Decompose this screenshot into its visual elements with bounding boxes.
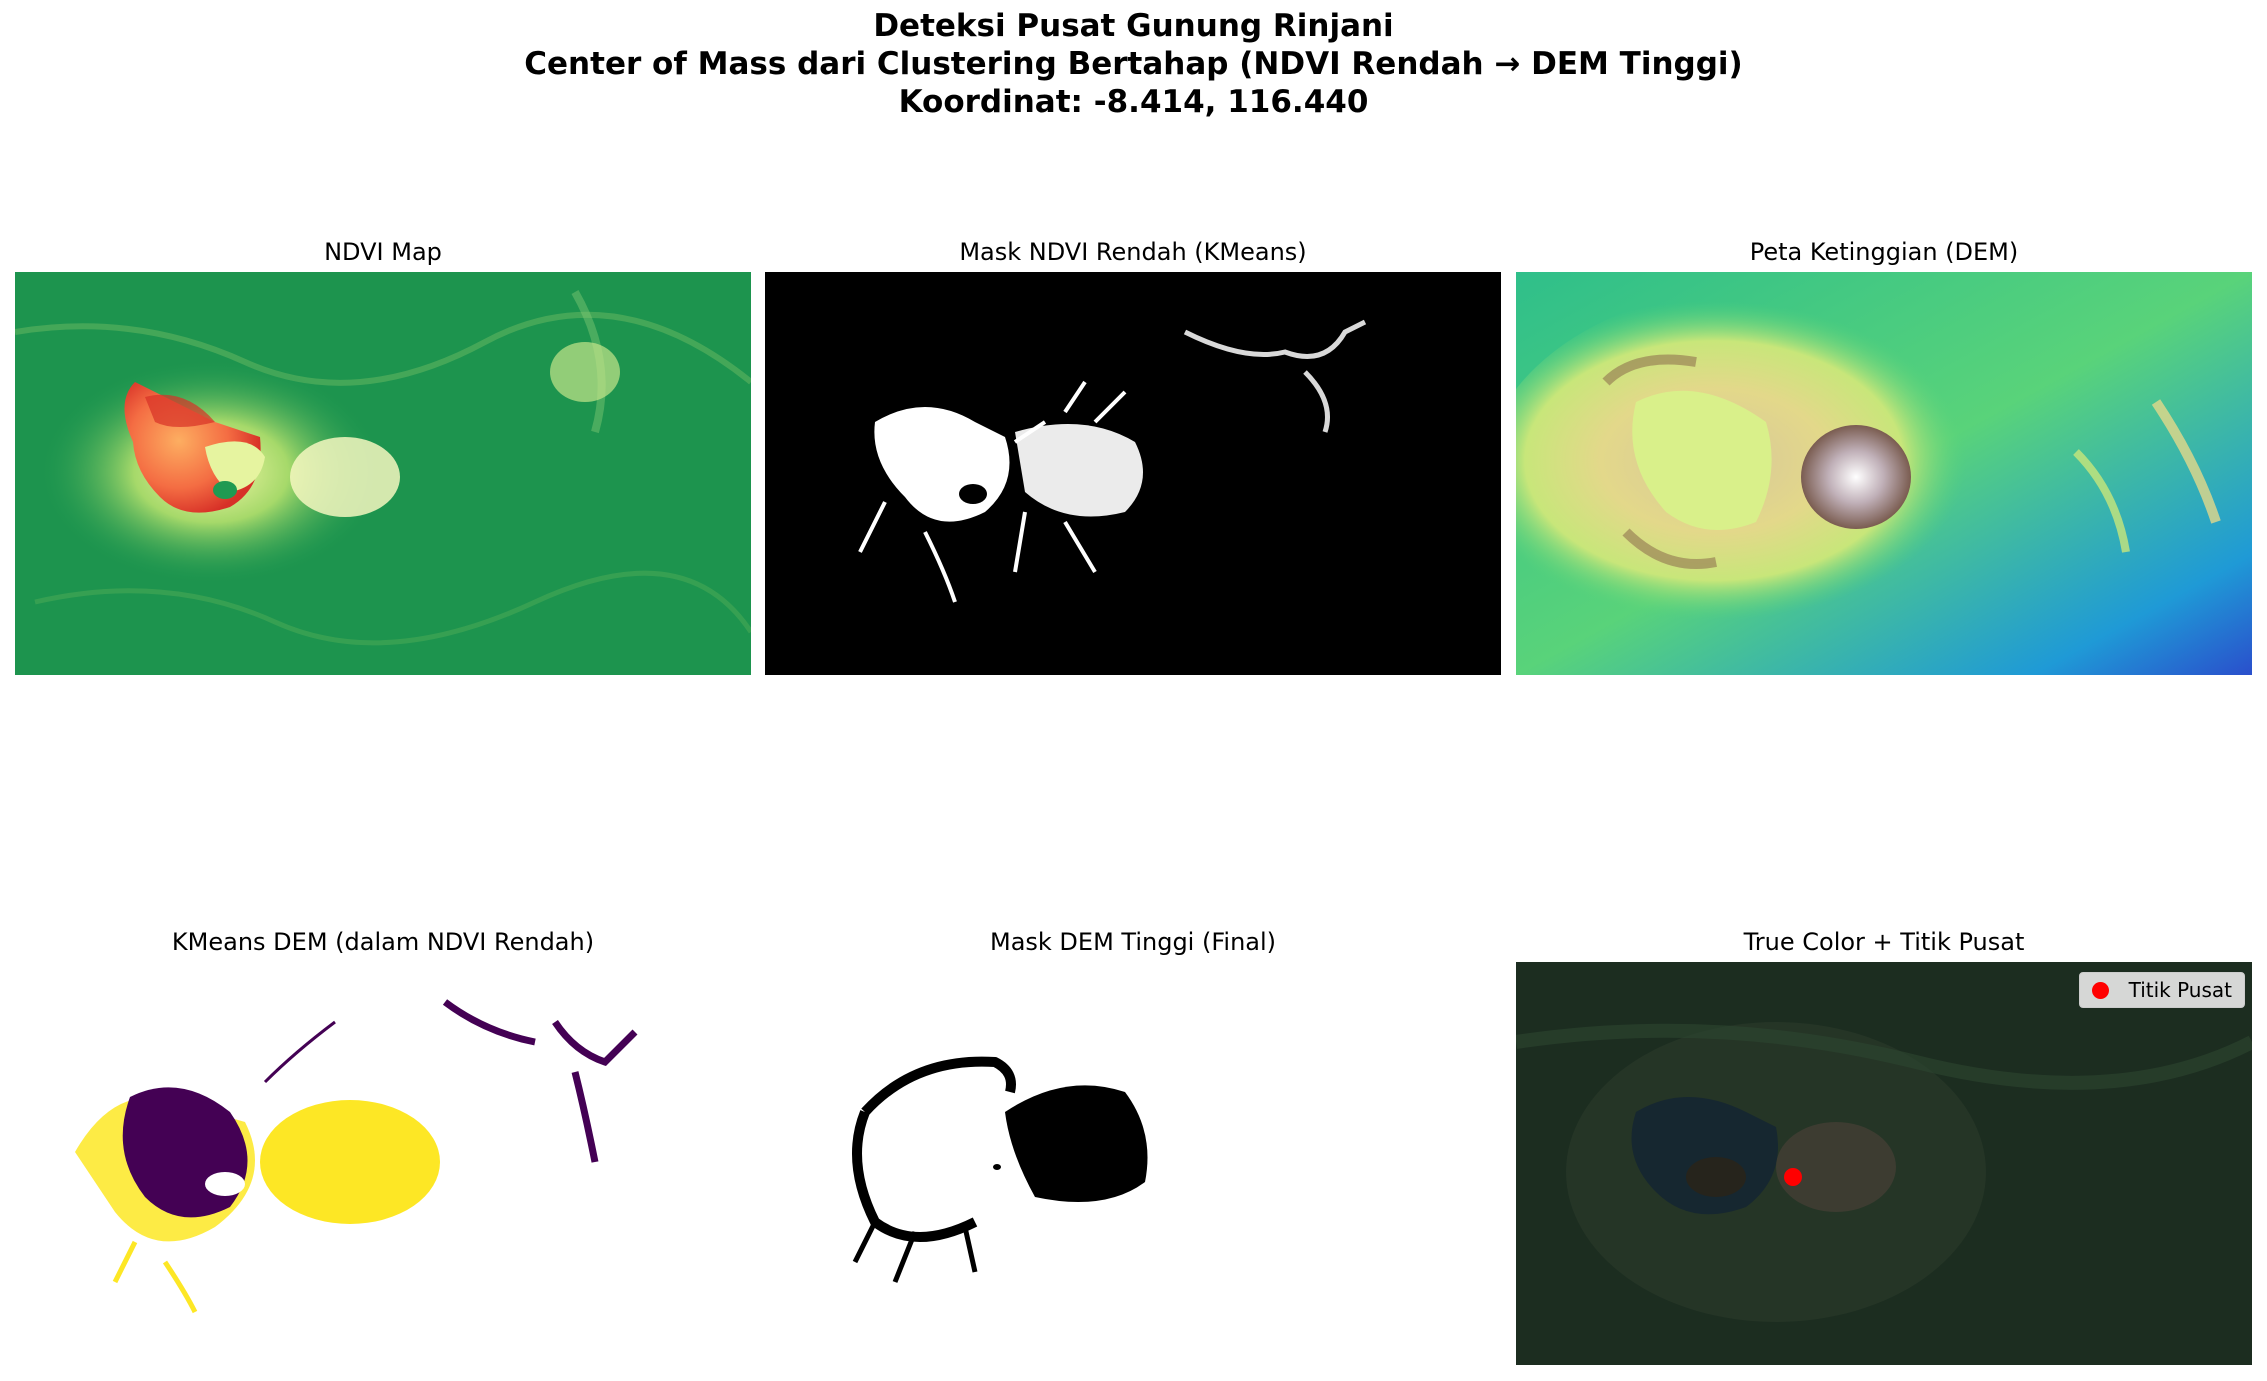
figure-title-line-3: Koordinat: -8.414, 116.440: [898, 84, 1369, 120]
true-color-image: Titik Pusat: [1516, 962, 2252, 1365]
mask-ndvi-image: [765, 272, 1501, 675]
panel-title-true-color: True Color + Titik Pusat: [1743, 928, 2025, 956]
panel-title-dem: Peta Ketinggian (DEM): [1749, 238, 2019, 266]
legend: Titik Pusat: [2078, 972, 2245, 1008]
panel-title-mask-ndvi: Mask NDVI Rendah (KMeans): [959, 238, 1307, 266]
ndvi-map-image: [15, 272, 751, 675]
figure-title-line-1: Deteksi Pusat Gunung Rinjani: [873, 8, 1394, 44]
panel-title-kmeans-dem: KMeans DEM (dalam NDVI Rendah): [171, 928, 595, 956]
panel-title-mask-dem: Mask DEM Tinggi (Final): [989, 928, 1277, 956]
dem-image: [1516, 272, 2252, 675]
center-point-marker: [1784, 1168, 1802, 1186]
kmeans-dem-image: [15, 962, 751, 1365]
legend-label: Titik Pusat: [2128, 978, 2232, 1002]
figure-title-line-2: Center of Mass dari Clustering Bertahap …: [524, 46, 1743, 82]
legend-marker-icon: [2091, 981, 2109, 999]
mask-dem-image: [765, 962, 1501, 1365]
panel-title-ndvi-map: NDVI Map: [324, 238, 442, 266]
